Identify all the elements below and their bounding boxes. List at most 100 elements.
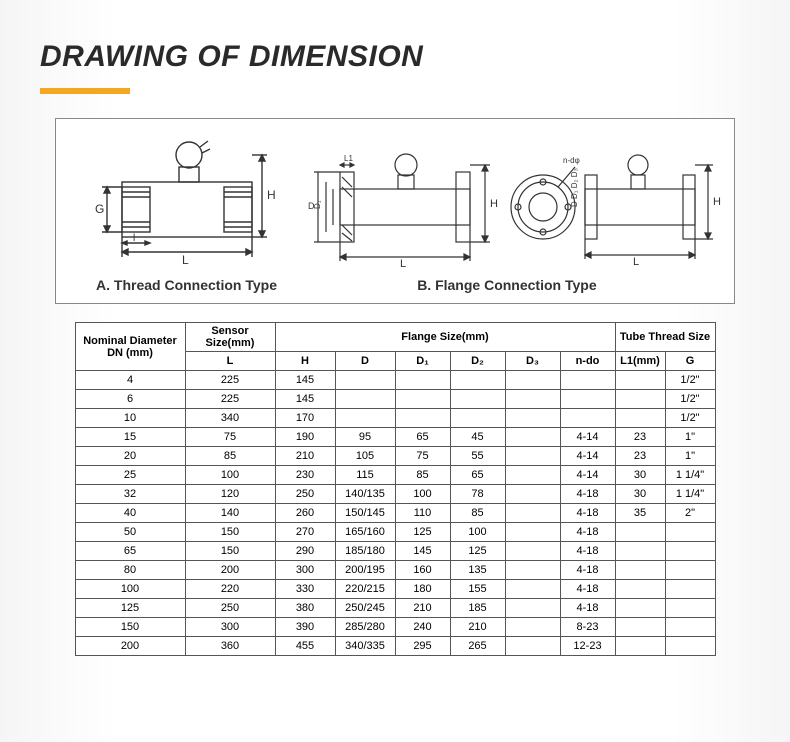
- th-dn: Nominal Diameter DN (mm): [75, 323, 185, 371]
- cell-dn: 125: [75, 599, 185, 618]
- cell-D: [335, 390, 395, 409]
- cell-dn: 6: [75, 390, 185, 409]
- cell-D3: [505, 542, 560, 561]
- cell-L1: 30: [615, 466, 665, 485]
- cell-D1: 100: [395, 485, 450, 504]
- table-row: 62251451/2": [75, 390, 715, 409]
- cell-ndo: 4-18: [560, 504, 615, 523]
- cell-D: 105: [335, 447, 395, 466]
- cell-G: [665, 561, 715, 580]
- cell-ndo: 4-14: [560, 428, 615, 447]
- cell-D1: 75: [395, 447, 450, 466]
- cell-G: 1/2": [665, 390, 715, 409]
- cell-D2: 125: [450, 542, 505, 561]
- cell-H: 330: [275, 580, 335, 599]
- cell-D3: [505, 599, 560, 618]
- cell-D1: [395, 390, 450, 409]
- cell-D2: 85: [450, 504, 505, 523]
- table-row: 208521010575554-14231": [75, 447, 715, 466]
- cell-H: 270: [275, 523, 335, 542]
- cell-dn: 65: [75, 542, 185, 561]
- cell-H: 210: [275, 447, 335, 466]
- cell-ndo: 4-18: [560, 599, 615, 618]
- cell-L: 360: [185, 637, 275, 656]
- cell-dn: 100: [75, 580, 185, 599]
- cell-D1: [395, 371, 450, 390]
- th-L1: L1(mm): [615, 352, 665, 371]
- cell-D2: 45: [450, 428, 505, 447]
- cell-L1: 35: [615, 504, 665, 523]
- cell-dn: 4: [75, 371, 185, 390]
- cell-dn: 25: [75, 466, 185, 485]
- cell-L1: [615, 599, 665, 618]
- cell-D: 165/160: [335, 523, 395, 542]
- cell-D1: 145: [395, 542, 450, 561]
- svg-text:l: l: [133, 233, 135, 244]
- cell-L: 85: [185, 447, 275, 466]
- cell-dn: 50: [75, 523, 185, 542]
- cell-G: 1 1/4": [665, 485, 715, 504]
- cell-L1: 30: [615, 485, 665, 504]
- cell-ndo: 4-18: [560, 580, 615, 599]
- cell-ndo: 4-18: [560, 561, 615, 580]
- cell-L1: [615, 523, 665, 542]
- cell-D2: 78: [450, 485, 505, 504]
- cell-L: 300: [185, 618, 275, 637]
- cell-L1: 23: [615, 428, 665, 447]
- cell-D: 150/145: [335, 504, 395, 523]
- cell-ndo: 4-18: [560, 523, 615, 542]
- cell-L: 120: [185, 485, 275, 504]
- svg-text:G: G: [95, 202, 104, 216]
- th-thread: Tube Thread Size: [615, 323, 715, 352]
- cell-L: 150: [185, 542, 275, 561]
- svg-text:L: L: [182, 253, 189, 267]
- th-ndo: n-do: [560, 352, 615, 371]
- table-row: 200360455340/33529526512-23: [75, 637, 715, 656]
- dimension-table: Nominal Diameter DN (mm) Sensor Size(mm)…: [75, 322, 716, 656]
- cell-D2: [450, 409, 505, 428]
- cell-L1: [615, 371, 665, 390]
- cell-dn: 20: [75, 447, 185, 466]
- cell-D: 185/180: [335, 542, 395, 561]
- cell-ndo: 4-14: [560, 447, 615, 466]
- cell-D1: 160: [395, 561, 450, 580]
- cell-D3: [505, 390, 560, 409]
- cell-H: 145: [275, 371, 335, 390]
- cell-ndo: 4-18: [560, 485, 615, 504]
- cell-D: 115: [335, 466, 395, 485]
- cell-D3: [505, 523, 560, 542]
- th-D: D: [335, 352, 395, 371]
- cell-dn: 15: [75, 428, 185, 447]
- cell-D1: [395, 409, 450, 428]
- cell-D2: 265: [450, 637, 505, 656]
- cell-D1: 85: [395, 466, 450, 485]
- cell-D: [335, 409, 395, 428]
- table-row: 125250380250/2452101854-18: [75, 599, 715, 618]
- table-row: 32120250140/135100784-18301 1/4": [75, 485, 715, 504]
- table-row: 65150290185/1801451254-18: [75, 542, 715, 561]
- cell-D: 340/335: [335, 637, 395, 656]
- cell-D: 250/245: [335, 599, 395, 618]
- th-H: H: [275, 352, 335, 371]
- diagram-thread-type: H L l G: [67, 137, 297, 267]
- th-D3: D₃: [505, 352, 560, 371]
- cell-D: 140/135: [335, 485, 395, 504]
- table-row: 80200300200/1951601354-18: [75, 561, 715, 580]
- cell-D: 95: [335, 428, 395, 447]
- cell-D2: [450, 371, 505, 390]
- table-row: 150300390285/2802402108-23: [75, 618, 715, 637]
- cell-D3: [505, 447, 560, 466]
- cell-D1: 65: [395, 428, 450, 447]
- cell-D1: 125: [395, 523, 450, 542]
- diagram-flange-side-2: L H n-dφ D D₁ D₂ D₃: [503, 137, 723, 267]
- th-L: L: [185, 352, 275, 371]
- diagram-panel: H L l G: [55, 118, 735, 304]
- cell-G: 1/2": [665, 371, 715, 390]
- cell-D1: 240: [395, 618, 450, 637]
- cell-G: 1": [665, 428, 715, 447]
- cell-L: 100: [185, 466, 275, 485]
- cell-dn: 200: [75, 637, 185, 656]
- page-title: DRAWING OF DIMENSION: [40, 40, 760, 74]
- caption-a: A. Thread Connection Type: [66, 277, 329, 293]
- th-G: G: [665, 352, 715, 371]
